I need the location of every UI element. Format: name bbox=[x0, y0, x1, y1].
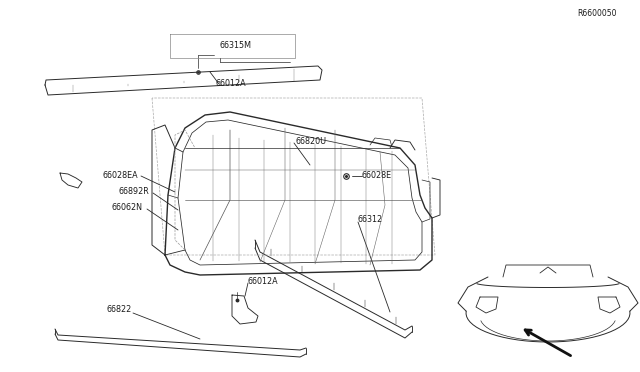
Text: 66028EA: 66028EA bbox=[102, 170, 138, 180]
Text: 66315M: 66315M bbox=[220, 42, 252, 51]
Text: 66062N: 66062N bbox=[112, 203, 143, 212]
Text: 66822: 66822 bbox=[107, 305, 132, 314]
Text: 66012A: 66012A bbox=[215, 78, 246, 87]
Text: 66028E: 66028E bbox=[362, 170, 392, 180]
Text: 66312: 66312 bbox=[358, 215, 383, 224]
Text: 66012A: 66012A bbox=[248, 278, 278, 286]
Text: R6600050: R6600050 bbox=[577, 10, 617, 19]
Text: 66820U: 66820U bbox=[295, 138, 326, 147]
Text: 66892R: 66892R bbox=[118, 187, 149, 196]
